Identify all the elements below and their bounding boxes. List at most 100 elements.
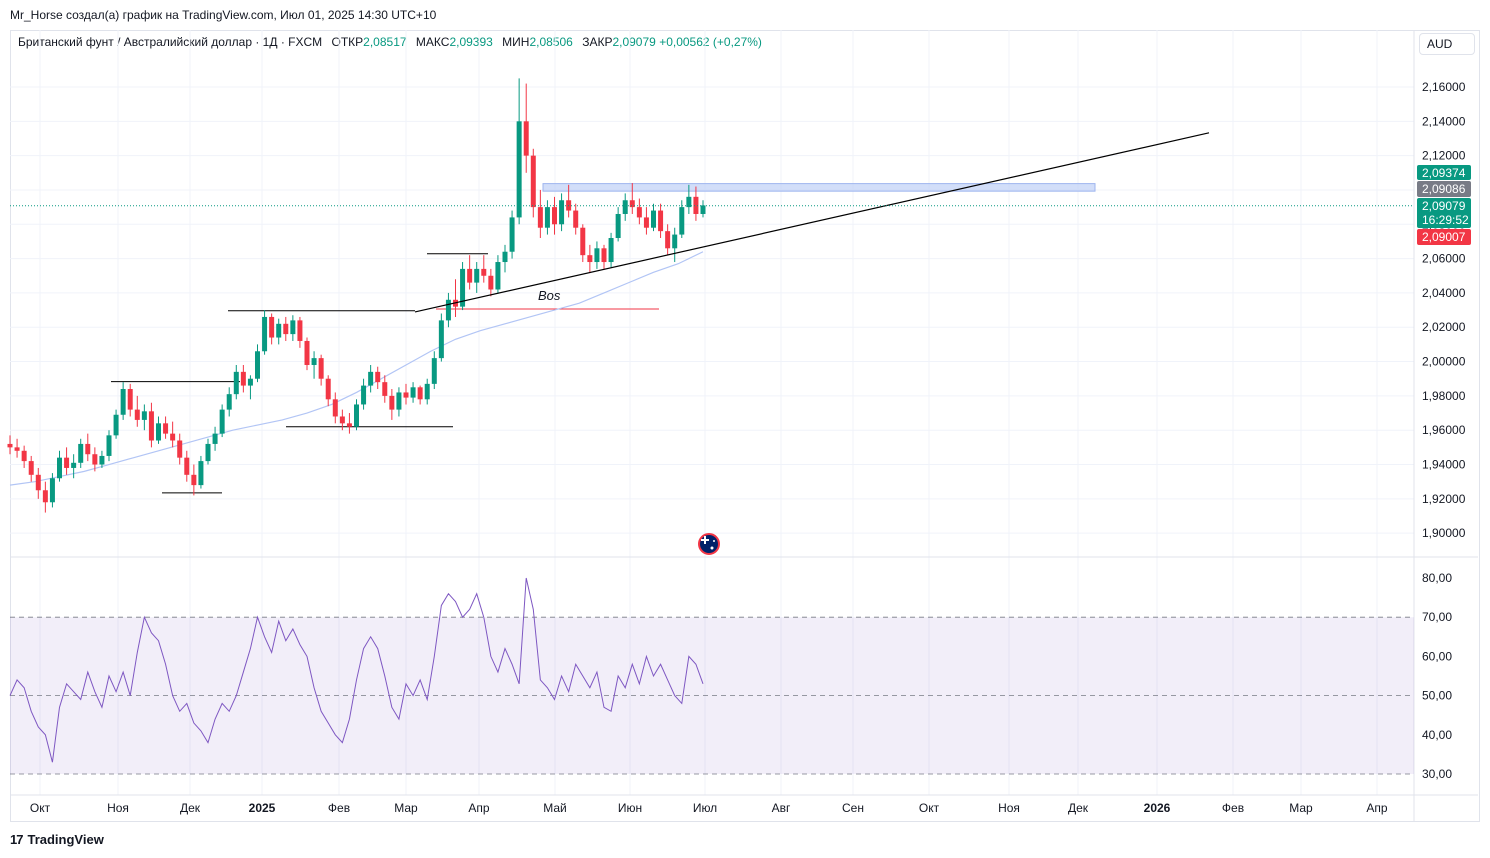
candle [156, 416, 161, 444]
candle [417, 385, 423, 405]
resistance-zone[interactable] [542, 183, 1096, 192]
candle [318, 354, 324, 386]
candle-body [7, 443, 13, 448]
candle-body [339, 416, 345, 424]
candle [495, 255, 501, 293]
candle [368, 364, 374, 393]
rsi-tick-label: 70,00 [1422, 610, 1452, 624]
candle [78, 438, 84, 468]
candle [651, 203, 656, 232]
candle [672, 227, 678, 263]
candle-body [530, 155, 536, 208]
rsi-tick-label: 80,00 [1422, 571, 1452, 585]
candle [615, 207, 621, 242]
rsi-polyline [9, 577, 704, 763]
candle-body [184, 457, 190, 475]
candle-body [177, 440, 183, 458]
candle-body [693, 196, 699, 214]
candle [467, 255, 473, 290]
candle [445, 292, 451, 328]
candle [184, 450, 190, 482]
candle [99, 450, 105, 468]
grid [10, 30, 1478, 822]
time-tick-label: Май [543, 801, 567, 815]
candle-body [559, 200, 565, 225]
time-tick-label: Дек [180, 801, 201, 815]
candle [64, 447, 70, 475]
candle [120, 382, 126, 420]
candle [559, 193, 565, 232]
time-tick-label: Июл [693, 801, 717, 815]
candle-body [42, 490, 48, 503]
horizontal-levels[interactable] [111, 253, 659, 494]
candle [85, 433, 91, 462]
last-tag-bg [1417, 198, 1471, 228]
time-tick-label: Ноя [107, 801, 129, 815]
candle [665, 224, 671, 256]
candle-body [106, 435, 112, 456]
chart-caption: Mr_Horse создал(а) график на TradingView… [10, 8, 437, 22]
symbol-name: Британский фунт / Австралийский доллар ·… [18, 35, 323, 49]
candle-body [71, 462, 77, 468]
candle-body [481, 268, 487, 276]
trendline[interactable] [10, 132, 1414, 313]
candle-body [417, 387, 423, 400]
candle [92, 447, 98, 472]
candle-body [509, 217, 515, 252]
price-tick-label: 1,90000 [1422, 526, 1466, 540]
candle [283, 316, 289, 341]
last-tag-text: 16:29:52 [1422, 213, 1469, 227]
candle [424, 378, 430, 405]
candle [488, 268, 494, 297]
candle [304, 337, 310, 371]
candle [42, 481, 48, 513]
candle [580, 224, 586, 263]
open-value: 2,08517 [363, 35, 407, 49]
candle [7, 435, 13, 455]
candle [354, 399, 359, 431]
candle-body [283, 323, 289, 335]
time-tick-label: 2025 [249, 801, 276, 815]
candle-body [318, 358, 324, 379]
candle [219, 404, 225, 438]
time-axis[interactable]: Окт Ноя Дек 2025 Фев Мар Апр Май Июн Июл Авг Сен Окт… [30, 801, 1388, 815]
bos-label[interactable]: Bos [538, 288, 561, 303]
australia-flag-icon[interactable] [698, 533, 720, 555]
candle [537, 189, 543, 239]
candle-body [212, 433, 218, 444]
candle-body [424, 383, 430, 400]
candle-body [262, 316, 268, 352]
candle [453, 279, 458, 317]
candle-body [325, 378, 331, 400]
currency-selector[interactable]: AUD [1419, 33, 1475, 55]
candle [14, 438, 20, 458]
price-axis[interactable]: 2,160002,140002,120002,100002,080002,060… [1422, 80, 1466, 540]
candle-body [226, 394, 232, 410]
time-tick-label: Авг [772, 801, 791, 815]
candle [361, 378, 367, 410]
candle [57, 450, 62, 482]
ask-tag-bg [1417, 165, 1471, 180]
candle [269, 313, 275, 345]
brand-name: TradingView [27, 832, 104, 847]
candle-body [198, 461, 204, 486]
candle [481, 255, 487, 283]
candle [509, 210, 515, 259]
candle [629, 183, 635, 214]
candle [49, 473, 55, 508]
candle-body [651, 210, 656, 228]
high-label: МАКС [415, 35, 450, 49]
candle-body [28, 461, 34, 475]
candle-body [396, 392, 402, 410]
time-tick-label: Апр [1366, 801, 1388, 815]
candle [516, 78, 522, 225]
candle-body [92, 454, 98, 465]
candle [693, 186, 699, 221]
candle [106, 430, 112, 462]
footer-brand[interactable]: 17 TradingView [10, 832, 104, 847]
time-tick-label: Мар [1289, 801, 1313, 815]
candle [410, 382, 416, 403]
ask-tag-text: 2,09374 [1422, 166, 1466, 180]
time-tick-label: Окт [919, 801, 940, 815]
